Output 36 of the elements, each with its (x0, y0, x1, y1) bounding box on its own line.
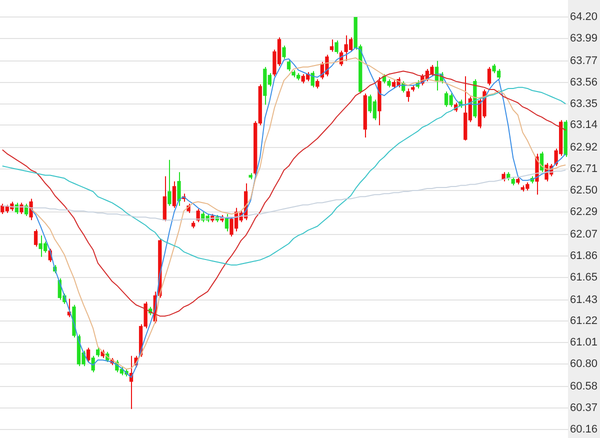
y-tick-label: 62.71 (570, 163, 598, 176)
y-tick-label: 60.16 (570, 423, 598, 436)
candlestick (330, 38, 334, 52)
candlestick (86, 347, 90, 363)
candlestick (177, 172, 181, 206)
candlestick (168, 159, 172, 206)
y-tick-label: 60.58 (570, 380, 598, 393)
y-tick-label: 60.80 (570, 358, 598, 370)
candlestick (406, 88, 410, 102)
y-tick-label: 62.29 (570, 206, 598, 218)
y-tick-label: 63.99 (570, 32, 598, 44)
candlestick (334, 40, 338, 54)
y-tick-label: 60.37 (570, 402, 598, 414)
y-tick-label: 62.92 (570, 142, 598, 154)
y-tick-label: 64.20 (570, 11, 598, 24)
candlestick (487, 66, 492, 86)
y-tick-label: 63.14 (570, 119, 598, 132)
candlestick (91, 355, 95, 373)
candlestick (282, 45, 286, 60)
y-tick-label: 63.77 (570, 54, 598, 67)
candlestick (29, 198, 33, 221)
y-tick-label: 62.07 (570, 228, 598, 240)
y-tick-label: 62.50 (570, 184, 598, 197)
candlestick (172, 180, 176, 208)
y-tick-label: 61.01 (570, 336, 598, 349)
y-tick-label: 61.86 (570, 250, 598, 262)
y-tick-label: 63.56 (570, 76, 598, 88)
y-tick-label: 61.22 (570, 315, 598, 328)
y-tick-label: 63.35 (570, 98, 598, 110)
candlestick (316, 78, 320, 89)
y-tick-label: 61.43 (570, 294, 598, 306)
y-tick-label: 61.65 (570, 271, 598, 284)
candlestick (286, 59, 291, 72)
candlestick (34, 228, 38, 248)
candlestick (96, 347, 100, 358)
candlestick (502, 172, 506, 182)
